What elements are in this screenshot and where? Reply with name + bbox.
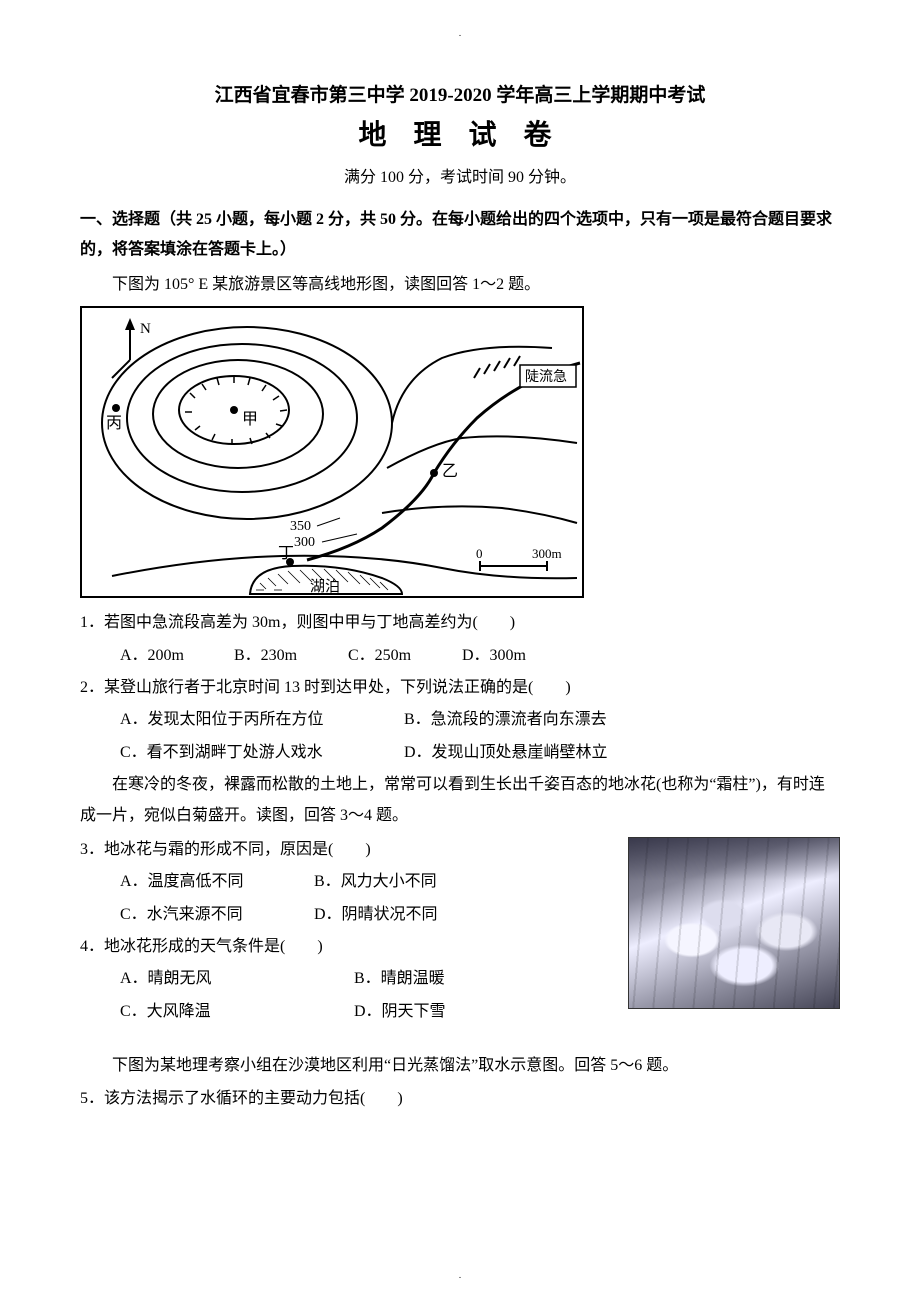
ice-flower-photo [628,837,840,1009]
q3-q4-text: 3．地冰花与霜的形成不同，原因是( ) A．温度高低不同 B．风力大小不同 C．… [80,833,610,1029]
contour-map-figure: N [80,306,840,598]
q3-opt-a: A．温度高低不同 [120,867,310,897]
q2-opt-b: B．急流段的漂流者向东漂去 [404,705,607,735]
q1-opt-c: C．250m [348,641,458,671]
q1-opt-a: A．200m [120,641,230,671]
intro-q1-2: 下图为 105° E 某旅游景区等高线地形图，读图回答 1～2 题。 [80,270,840,300]
q5-stem: 5．该方法揭示了水循环的主要动力包括( ) [80,1084,840,1114]
q4-opt-a: A．晴朗无风 [120,964,350,994]
scale-zero: 0 [476,546,483,561]
q3-q4-block: 3．地冰花与霜的形成不同，原因是( ) A．温度高低不同 B．风力大小不同 C．… [80,833,840,1029]
q3-options-row1: A．温度高低不同 B．风力大小不同 [80,867,610,897]
exam-info: 满分 100 分，考试时间 90 分钟。 [80,163,840,187]
q1-options: A．200m B．230m C．250m D．300m [80,641,840,671]
point-bing [112,404,120,412]
spacer [80,1029,840,1049]
q1-opt-b: B．230m [234,641,344,671]
q2-options-row1: A．发现太阳位于丙所在方位 B．急流段的漂流者向东漂去 [80,705,840,735]
section-1-heading: 一、选择题（共 25 小题，每小题 2 分，共 50 分。在每小题给出的四个选项… [80,205,840,266]
q4-opt-d: D．阴天下雪 [354,997,446,1027]
leader-350 [317,518,340,526]
q3-opt-c: C．水汽来源不同 [120,900,310,930]
north-arrow-icon: N [112,318,151,378]
q1-opt-d: D．300m [462,641,572,671]
scale-label: 300m [532,546,562,561]
q3-opt-b: B．风力大小不同 [314,867,437,897]
contour-map-svg: N [80,306,584,598]
school-header: 江西省宜春市第三中学 2019-2020 学年高三上学期期中考试 [80,80,840,107]
q4-opt-c: C．大风降温 [120,997,350,1027]
contour-right-3 [382,507,577,524]
q4-stem: 4．地冰花形成的天气条件是( ) [80,932,610,962]
q3-stem: 3．地冰花与霜的形成不同，原因是( ) [80,835,610,865]
exam-page: . 江西省宜春市第三中学 2019-2020 学年高三上学期期中考试 地 理 试… [0,0,920,1302]
contour-label-300: 300 [294,535,315,550]
q1-stem: 1．若图中急流段高差为 30m，则图中甲与丁地高差约为( ) [80,608,840,638]
q2-options-row2: C．看不到湖畔丁处游人戏水 D．发现山顶处悬崖峭壁林立 [80,738,840,768]
q3-options-row2: C．水汽来源不同 D．阴晴状况不同 [80,900,610,930]
lake-label: 湖泊 [310,578,340,595]
contour-label-350: 350 [290,519,311,534]
q4-options-row2: C．大风降温 D．阴天下雪 [80,997,610,1027]
q2-opt-d: D．发现山顶处悬崖峭壁林立 [404,738,608,768]
q4-opt-b: B．晴朗温暖 [354,964,445,994]
label-jia: 甲 [242,411,258,428]
leader-300 [322,534,357,542]
point-yi [430,469,438,477]
q2-opt-a: A．发现太阳位于丙所在方位 [120,705,400,735]
river [307,363,580,560]
label-bing: 丙 [106,415,122,432]
contour-right-2 [387,437,577,469]
scale-bar-icon: 0 300m [476,546,562,571]
point-jia [230,406,238,414]
label-ding: 丁 [278,545,294,562]
top-marker: . [0,28,920,38]
footer-marker: . [0,1270,920,1280]
q3-opt-d: D．阴晴状况不同 [314,900,438,930]
q2-opt-c: C．看不到湖畔丁处游人戏水 [120,738,400,768]
north-label: N [140,321,151,337]
label-yi: 乙 [442,463,458,480]
q2-stem: 2．某登山旅行者于北京时间 13 时到达甲处，下列说法正确的是( ) [80,673,840,703]
paper-title: 地 理 试 卷 [80,113,840,153]
intro-q5-6: 下图为某地理考察小组在沙漠地区利用“日光蒸馏法”取水示意图。回答 5～6 题。 [80,1051,840,1081]
rapids-ticks-icon [474,356,520,378]
q4-options-row1: A．晴朗无风 B．晴朗温暖 [80,964,610,994]
intro-q3-4: 在寒冷的冬夜，裸露而松散的土地上，常常可以看到生长出千姿百态的地冰花(也称为“霜… [80,770,840,831]
rapids-label: 陡流急 [525,369,567,385]
